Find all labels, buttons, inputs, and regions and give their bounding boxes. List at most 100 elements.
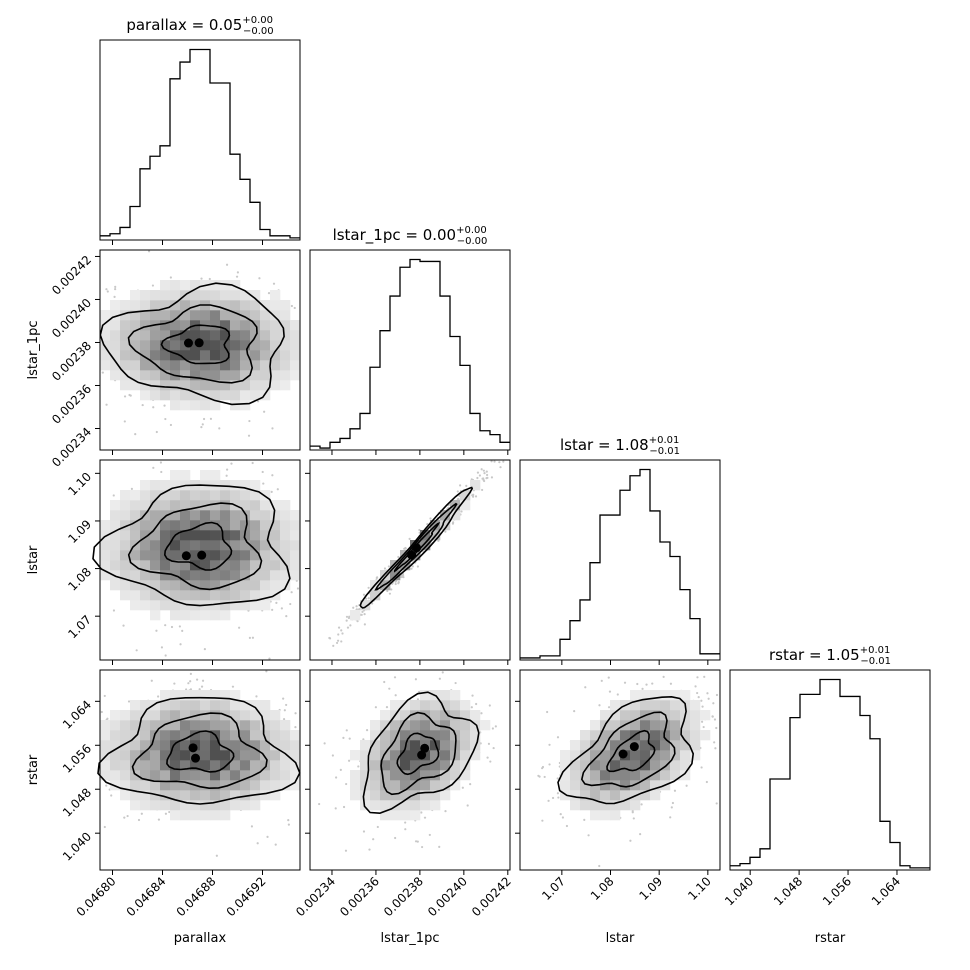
joint-parallax-lstar_1pc-cell bbox=[120, 370, 131, 381]
joint-parallax-lstar-cell bbox=[240, 490, 251, 501]
joint-lstar_1pc-lstar-point bbox=[480, 468, 483, 471]
joint-parallax-lstar-point bbox=[275, 601, 278, 604]
joint-parallax-lstar_1pc-point bbox=[169, 423, 173, 427]
joint-parallax-rstar-cell bbox=[230, 700, 241, 711]
joint-parallax-rstar-cell bbox=[260, 760, 271, 771]
joint-lstar_1pc-rstar-cell bbox=[440, 760, 451, 771]
hist-rstar-frame bbox=[729, 669, 931, 871]
joint-parallax-lstar-cell bbox=[260, 530, 271, 541]
joint-parallax-lstar_1pc-cell bbox=[250, 300, 261, 311]
joint-parallax-lstar-cell bbox=[190, 520, 201, 531]
joint-parallax-lstar_1pc-cell bbox=[160, 360, 171, 371]
joint-parallax-lstar-cell bbox=[150, 500, 161, 511]
joint-parallax-rstar-point bbox=[287, 818, 290, 822]
joint-lstar_1pc-rstar-point bbox=[344, 849, 348, 852]
joint-parallax-lstar-cell bbox=[150, 480, 161, 491]
joint-parallax-lstar_1pc-cell bbox=[160, 300, 171, 311]
joint-parallax-lstar_1pc-cell bbox=[110, 310, 121, 321]
joint-parallax-rstar-cell bbox=[220, 770, 231, 781]
joint-parallax-rstar-cell bbox=[250, 710, 261, 721]
joint-parallax-lstar-peak bbox=[181, 551, 191, 561]
joint-lstar_1pc-rstar-cell bbox=[440, 790, 451, 801]
joint-parallax-rstar-cell bbox=[220, 700, 231, 711]
joint-parallax-rstar-cell bbox=[200, 810, 211, 821]
joint-lstar_1pc-rstar-cell bbox=[450, 710, 461, 721]
hist-lstar_1pc-title: lstar_1pc = 0.00+0.00 −0.00 bbox=[333, 225, 488, 247]
joint-parallax-rstar-cell bbox=[110, 750, 121, 761]
joint-lstar_1pc-lstar-point bbox=[499, 466, 502, 469]
joint-parallax-lstar_1pc-cell bbox=[200, 390, 211, 401]
joint-parallax-lstar-point bbox=[238, 626, 241, 629]
joint-parallax-rstar-point bbox=[164, 812, 168, 815]
joint-parallax-lstar_1pc-cell bbox=[140, 390, 151, 401]
joint-parallax-lstar-cell bbox=[250, 550, 261, 561]
joint-parallax-lstar-peak bbox=[197, 550, 207, 560]
joint-lstar-rstar-cell bbox=[590, 800, 601, 811]
joint-parallax-lstar-cell bbox=[280, 530, 291, 541]
joint-parallax-rstar-point bbox=[110, 794, 113, 797]
joint-lstar_1pc-rstar-contour bbox=[380, 711, 457, 796]
joint-parallax-lstar_1pc-cell bbox=[150, 350, 161, 361]
joint-lstar_1pc-rstar-point bbox=[441, 671, 444, 674]
joint-lstar-rstar-point bbox=[641, 687, 644, 690]
joint-lstar_1pc-rstar-point bbox=[428, 833, 431, 837]
joint-parallax-lstar-cell bbox=[170, 600, 181, 611]
joint-parallax-lstar-point bbox=[251, 636, 255, 639]
joint-parallax-lstar-cell bbox=[180, 590, 191, 601]
joint-parallax-rstar-cell bbox=[240, 730, 251, 741]
joint-parallax-lstar_1pc-cell bbox=[130, 340, 141, 351]
joint-lstar-rstar-xtick-label: 1.09 bbox=[637, 874, 666, 903]
joint-parallax-lstar_1pc-cell bbox=[270, 340, 281, 351]
joint-parallax-rstar-point bbox=[282, 697, 285, 700]
joint-parallax-lstar-cell bbox=[280, 540, 291, 551]
joint-lstar-rstar-cell bbox=[660, 760, 671, 771]
joint-lstar-rstar-cell bbox=[610, 770, 621, 781]
joint-lstar-rstar-point bbox=[713, 741, 716, 744]
joint-parallax-lstar-ytick-label: 1.10 bbox=[65, 470, 94, 499]
joint-parallax-lstar-cell bbox=[220, 560, 231, 571]
joint-parallax-rstar-cell bbox=[180, 770, 191, 781]
joint-lstar_1pc-rstar-cell bbox=[400, 700, 411, 711]
joint-lstar_1pc-rstar-cell bbox=[460, 770, 471, 781]
joint-parallax-rstar-cell bbox=[130, 790, 141, 801]
joint-parallax-rstar-cell bbox=[140, 770, 151, 781]
joint-lstar_1pc-lstar-point bbox=[397, 555, 400, 559]
joint-parallax-lstar_1pc-cell bbox=[170, 400, 181, 411]
joint-parallax-lstar-cell bbox=[220, 590, 231, 601]
y-axis-label-lstar_1pc: lstar_1pc bbox=[26, 321, 41, 380]
joint-parallax-lstar-cell bbox=[260, 540, 271, 551]
joint-parallax-rstar-cell bbox=[170, 780, 181, 791]
joint-lstar_1pc-lstar-point bbox=[367, 586, 370, 589]
joint-parallax-rstar-point bbox=[215, 854, 218, 857]
joint-lstar-rstar-cell bbox=[600, 790, 611, 801]
joint-lstar-rstar-cell bbox=[640, 750, 651, 761]
joint-lstar_1pc-rstar-cell bbox=[400, 730, 411, 741]
joint-lstar-rstar-cell bbox=[580, 790, 591, 801]
joint-parallax-lstar-cell bbox=[150, 570, 161, 581]
joint-parallax-rstar-cell bbox=[210, 770, 221, 781]
joint-parallax-lstar-cell bbox=[150, 530, 161, 541]
joint-lstar_1pc-rstar-cell bbox=[390, 770, 401, 781]
joint-lstar-rstar-point bbox=[697, 696, 700, 699]
joint-parallax-lstar_1pc-ytick-label: 0.00234 bbox=[49, 425, 94, 470]
joint-parallax-lstar_1pc-cell bbox=[130, 350, 141, 361]
joint-lstar-rstar-cell bbox=[610, 800, 621, 811]
joint-lstar-rstar-cell bbox=[680, 690, 691, 701]
joint-parallax-lstar_1pc-cell bbox=[220, 310, 231, 321]
joint-parallax-lstar-cell bbox=[160, 580, 171, 591]
joint-parallax-rstar-cell bbox=[170, 790, 181, 801]
joint-parallax-lstar_1pc-cell bbox=[220, 390, 231, 401]
joint-parallax-rstar-cell bbox=[210, 700, 221, 711]
joint-parallax-lstar-cell bbox=[130, 600, 141, 611]
joint-parallax-lstar-cell bbox=[290, 510, 301, 521]
joint-parallax-lstar_1pc-peak bbox=[194, 338, 204, 348]
joint-parallax-rstar-cell bbox=[240, 710, 251, 721]
joint-lstar-rstar-cell bbox=[680, 760, 691, 771]
joint-lstar-rstar-cell bbox=[610, 700, 621, 711]
joint-lstar_1pc-lstar-point bbox=[355, 605, 358, 608]
joint-parallax-rstar-point bbox=[150, 679, 153, 682]
joint-parallax-lstar_1pc-point bbox=[123, 420, 126, 423]
joint-parallax-lstar-cell bbox=[110, 500, 121, 511]
joint-lstar-rstar-cell bbox=[590, 760, 601, 771]
joint-parallax-rstar-peak bbox=[188, 743, 198, 753]
